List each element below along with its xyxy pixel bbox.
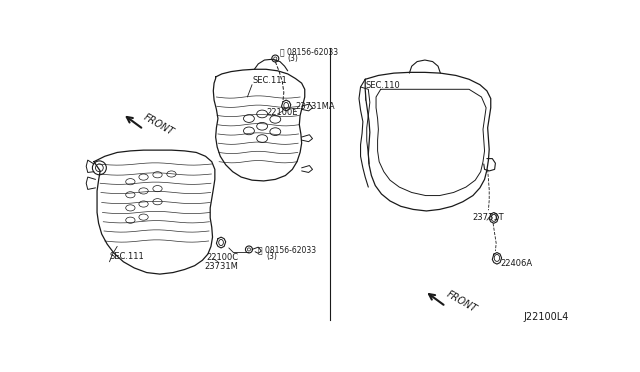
Text: 22100C: 22100C <box>206 253 239 262</box>
Text: SEC.111: SEC.111 <box>253 76 287 85</box>
Text: SEC.110: SEC.110 <box>365 81 400 90</box>
Text: (3): (3) <box>288 54 299 63</box>
Text: FRONT: FRONT <box>142 112 176 138</box>
Text: J22100L4: J22100L4 <box>524 312 569 322</box>
Text: FRONT: FRONT <box>444 289 478 315</box>
Text: 23731M: 23731M <box>204 263 238 272</box>
Text: (3): (3) <box>266 252 277 261</box>
Text: 22406A: 22406A <box>500 259 532 269</box>
Text: 23731T: 23731T <box>472 213 504 222</box>
Text: Ⓑ 08156-62033: Ⓑ 08156-62033 <box>280 48 338 57</box>
Text: Ⓑ 08156-62033: Ⓑ 08156-62033 <box>259 246 316 254</box>
Text: SEC.111: SEC.111 <box>109 252 144 261</box>
Text: 22100E: 22100E <box>266 109 298 118</box>
Text: 23731MA: 23731MA <box>296 102 335 110</box>
